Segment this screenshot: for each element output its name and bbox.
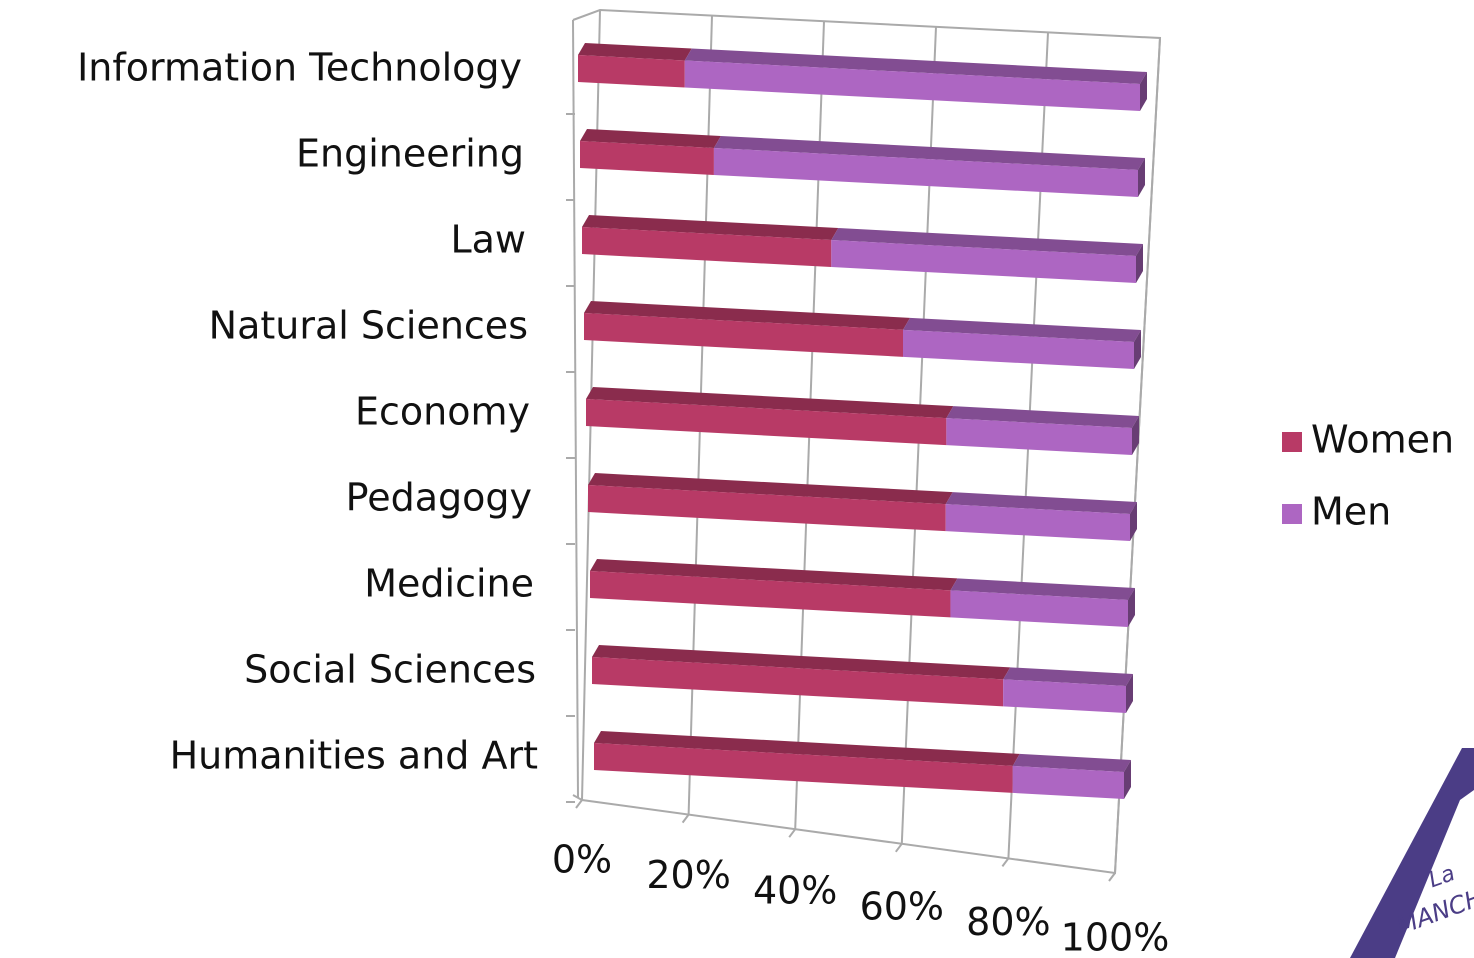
bar-top <box>582 215 839 241</box>
logo-inner <box>1395 790 1474 958</box>
x-tick <box>575 799 583 809</box>
bar-top <box>684 48 1147 84</box>
bar-top <box>588 473 953 505</box>
category-label: Information Technology <box>77 46 522 90</box>
bar <box>946 418 1132 455</box>
x-tick-label: 0% <box>552 838 612 882</box>
bar-end <box>1136 244 1143 283</box>
bar-top <box>594 731 1020 766</box>
x-tick-label: 20% <box>646 853 730 897</box>
bar-top <box>590 559 958 591</box>
bar-end <box>1132 416 1139 455</box>
category-label: Humanities and Art <box>170 734 538 778</box>
category-label: Law <box>450 218 526 262</box>
bar <box>831 240 1136 283</box>
category-label: Economy <box>355 390 530 434</box>
x-tick <box>788 828 797 838</box>
legend-swatch <box>1282 504 1302 524</box>
bar-end <box>1130 502 1137 541</box>
category-label: Social Sciences <box>244 648 536 692</box>
bar-end <box>1128 588 1135 627</box>
bar-end <box>1138 158 1145 197</box>
bar <box>594 743 1013 793</box>
logo: La MANCH <box>1350 748 1474 958</box>
bar <box>713 147 1138 197</box>
bar-top <box>1003 667 1133 686</box>
bar-end <box>1140 72 1147 111</box>
bar <box>580 141 714 175</box>
bar-top <box>1012 753 1131 772</box>
bar-top <box>903 317 1141 342</box>
bar <box>578 55 685 88</box>
bar-top <box>946 406 1139 428</box>
bar <box>592 657 1004 707</box>
bar <box>1003 679 1126 713</box>
bar-top <box>713 135 1145 170</box>
axis-wall <box>572 19 579 799</box>
bar <box>684 60 1140 111</box>
category-label: Medicine <box>364 562 534 606</box>
bar <box>903 329 1134 369</box>
bar-top <box>950 578 1135 600</box>
bar-end <box>1124 760 1131 799</box>
bar-top <box>831 228 1143 256</box>
bar <box>1012 765 1124 799</box>
bar <box>590 571 951 618</box>
bar-end <box>1134 330 1141 369</box>
category-label: Engineering <box>296 132 524 176</box>
bar-top <box>586 387 954 419</box>
bar <box>584 313 903 357</box>
x-tick <box>894 843 903 853</box>
bar-top <box>945 492 1137 514</box>
legend-swatch <box>1282 432 1302 452</box>
x-tick-label: 40% <box>753 869 837 913</box>
x-tick <box>1108 872 1116 882</box>
grid-line <box>1114 37 1161 874</box>
bar <box>582 227 832 268</box>
category-label: Natural Sciences <box>209 304 528 348</box>
x-tick-label: 100% <box>1061 916 1170 958</box>
category-label: Pedagogy <box>346 476 532 520</box>
x-tick-label: 60% <box>860 884 944 928</box>
bar <box>950 590 1128 627</box>
legend-label: Women <box>1311 418 1454 462</box>
x-tick-label: 80% <box>966 900 1050 944</box>
legend-label: Men <box>1311 490 1391 534</box>
bar <box>588 485 946 532</box>
bar <box>945 504 1130 541</box>
bar-top <box>580 129 721 148</box>
bar-top <box>578 43 692 61</box>
x-tick <box>681 813 690 824</box>
bar <box>586 399 947 446</box>
bar-end <box>1126 674 1133 713</box>
bar-top <box>584 301 910 330</box>
bar-top <box>592 645 1011 680</box>
x-tick <box>1001 857 1010 868</box>
